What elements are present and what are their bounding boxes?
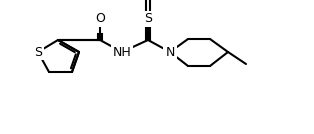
Text: N: N (165, 46, 175, 59)
Text: S: S (34, 46, 42, 59)
Text: S: S (144, 12, 152, 25)
Text: NH: NH (113, 46, 131, 59)
Text: O: O (95, 12, 105, 25)
